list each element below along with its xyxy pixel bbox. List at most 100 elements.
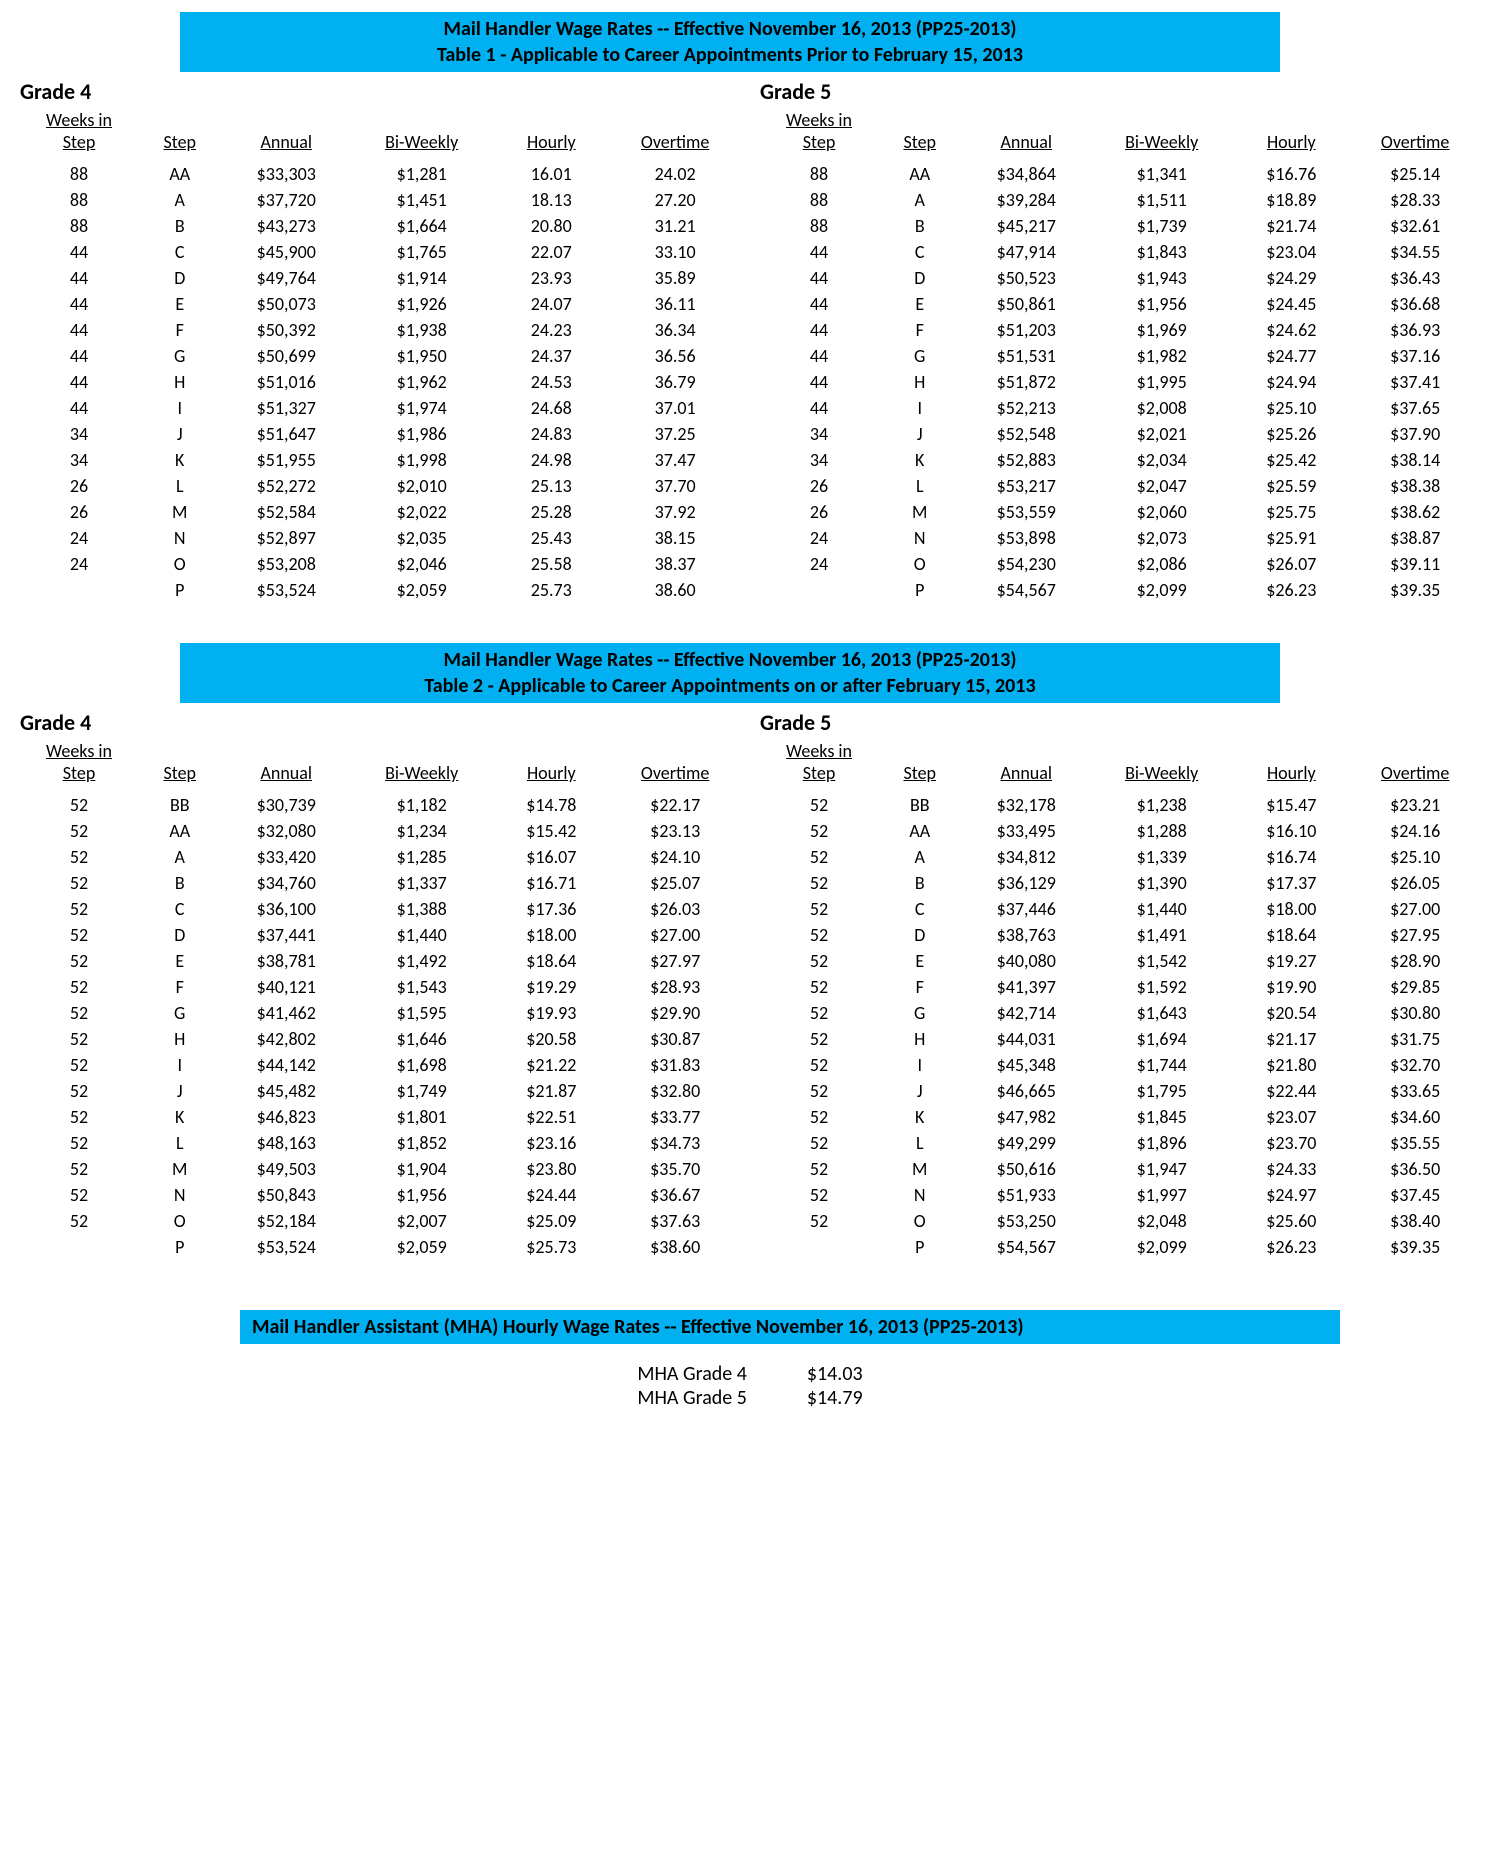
cell: $1,845 xyxy=(1091,1104,1232,1130)
cell: 52 xyxy=(20,792,138,818)
cell: $1,969 xyxy=(1091,317,1232,343)
table-row: 52N$50,843$1,956$24.44$36.67 xyxy=(20,1182,740,1208)
cell: $23.80 xyxy=(492,1156,610,1182)
cell: $52,883 xyxy=(961,447,1091,473)
cell: $49,764 xyxy=(221,265,351,291)
cell: B xyxy=(878,870,961,896)
table-row: 88B$45,217$1,739$21.74$32.61 xyxy=(760,213,1480,239)
table-row: 88B$43,273$1,66420.8031.21 xyxy=(20,213,740,239)
cell: $24.94 xyxy=(1232,369,1350,395)
cell: AA xyxy=(878,161,961,187)
cell: $1,337 xyxy=(351,870,492,896)
cell: E xyxy=(878,948,961,974)
cell: E xyxy=(138,291,221,317)
cell: $24.10 xyxy=(610,844,740,870)
table-row: 52A$33,420$1,285$16.07$24.10 xyxy=(20,844,740,870)
cell: 24.02 xyxy=(610,161,740,187)
cell: $1,914 xyxy=(351,265,492,291)
table-row: 26L$52,272$2,01025.1337.70 xyxy=(20,473,740,499)
cell: L xyxy=(878,473,961,499)
cell: 25.13 xyxy=(492,473,610,499)
mha-row: MHA Grade 5 $14.79 xyxy=(637,1386,862,1410)
cell: M xyxy=(138,499,221,525)
cell: E xyxy=(138,948,221,974)
table2-section: Grade 4 Weeks inStepStepAnnualBi-WeeklyH… xyxy=(20,709,1480,1260)
table1-title-line1: Mail Handler Wage Rates -- Effective Nov… xyxy=(180,16,1280,42)
cell: F xyxy=(878,317,961,343)
cell: $28.33 xyxy=(1350,187,1480,213)
cell: $38,781 xyxy=(221,948,351,974)
cell: $18.00 xyxy=(1232,896,1350,922)
cell: P xyxy=(138,1234,221,1260)
cell: $21.80 xyxy=(1232,1052,1350,1078)
cell: $25.10 xyxy=(1232,395,1350,421)
cell: 44 xyxy=(20,317,138,343)
cell: $36,129 xyxy=(961,870,1091,896)
cell: $22.51 xyxy=(492,1104,610,1130)
cell: $40,121 xyxy=(221,974,351,1000)
cell: $16.74 xyxy=(1232,844,1350,870)
table-row: 52H$42,802$1,646$20.58$30.87 xyxy=(20,1026,740,1052)
table-row: 52A$34,812$1,339$16.74$25.10 xyxy=(760,844,1480,870)
cell: $1,511 xyxy=(1091,187,1232,213)
cell: 26 xyxy=(20,499,138,525)
col-header: Hourly xyxy=(492,107,610,161)
cell: $24.33 xyxy=(1232,1156,1350,1182)
table2-grade4-table: Weeks inStepStepAnnualBi-WeeklyHourlyOve… xyxy=(20,738,740,1260)
cell: G xyxy=(878,1000,961,1026)
cell: $32.61 xyxy=(1350,213,1480,239)
col-header: Hourly xyxy=(1232,107,1350,161)
table-row: 52L$49,299$1,896$23.70$35.55 xyxy=(760,1130,1480,1156)
cell: $50,523 xyxy=(961,265,1091,291)
cell: 31.21 xyxy=(610,213,740,239)
cell: 26 xyxy=(20,473,138,499)
cell: 24.53 xyxy=(492,369,610,395)
cell: $36.68 xyxy=(1350,291,1480,317)
cell: 24.07 xyxy=(492,291,610,317)
cell: $1,341 xyxy=(1091,161,1232,187)
cell: $24.45 xyxy=(1232,291,1350,317)
col-header: Bi-Weekly xyxy=(1091,107,1232,161)
cell: $45,217 xyxy=(961,213,1091,239)
mha-grade5-label: MHA Grade 5 xyxy=(637,1386,747,1410)
cell: A xyxy=(878,187,961,213)
table2-banner: Mail Handler Wage Rates -- Effective Nov… xyxy=(180,643,1280,703)
table-row: 88AA$33,303$1,28116.0124.02 xyxy=(20,161,740,187)
cell: 24 xyxy=(760,525,878,551)
table1-grade4: Grade 4 Weeks inStepStepAnnualBi-WeeklyH… xyxy=(20,78,740,603)
cell: $18.64 xyxy=(1232,922,1350,948)
cell: $1,234 xyxy=(351,818,492,844)
cell: $15.42 xyxy=(492,818,610,844)
cell: $35.55 xyxy=(1350,1130,1480,1156)
cell: $2,035 xyxy=(351,525,492,551)
cell: M xyxy=(878,1156,961,1182)
cell: $1,390 xyxy=(1091,870,1232,896)
cell: $34.73 xyxy=(610,1130,740,1156)
cell: $53,250 xyxy=(961,1208,1091,1234)
cell: $26.23 xyxy=(1232,577,1350,603)
cell: $25.75 xyxy=(1232,499,1350,525)
cell: 27.20 xyxy=(610,187,740,213)
cell: 52 xyxy=(20,974,138,1000)
cell: $38.62 xyxy=(1350,499,1480,525)
cell: P xyxy=(878,577,961,603)
cell: $2,007 xyxy=(351,1208,492,1234)
cell: $1,739 xyxy=(1091,213,1232,239)
table-row: 52L$48,163$1,852$23.16$34.73 xyxy=(20,1130,740,1156)
table-row: 52K$47,982$1,845$23.07$34.60 xyxy=(760,1104,1480,1130)
cell: N xyxy=(138,1182,221,1208)
cell: 24.68 xyxy=(492,395,610,421)
cell: $46,665 xyxy=(961,1078,1091,1104)
cell: $1,388 xyxy=(351,896,492,922)
cell: D xyxy=(138,922,221,948)
cell: A xyxy=(138,187,221,213)
cell: 36.34 xyxy=(610,317,740,343)
cell: $38.40 xyxy=(1350,1208,1480,1234)
cell: 24 xyxy=(20,525,138,551)
col-header: Annual xyxy=(221,738,351,792)
cell: C xyxy=(138,239,221,265)
cell: $1,339 xyxy=(1091,844,1232,870)
cell: $51,327 xyxy=(221,395,351,421)
cell: $37.16 xyxy=(1350,343,1480,369)
cell: $54,567 xyxy=(961,1234,1091,1260)
